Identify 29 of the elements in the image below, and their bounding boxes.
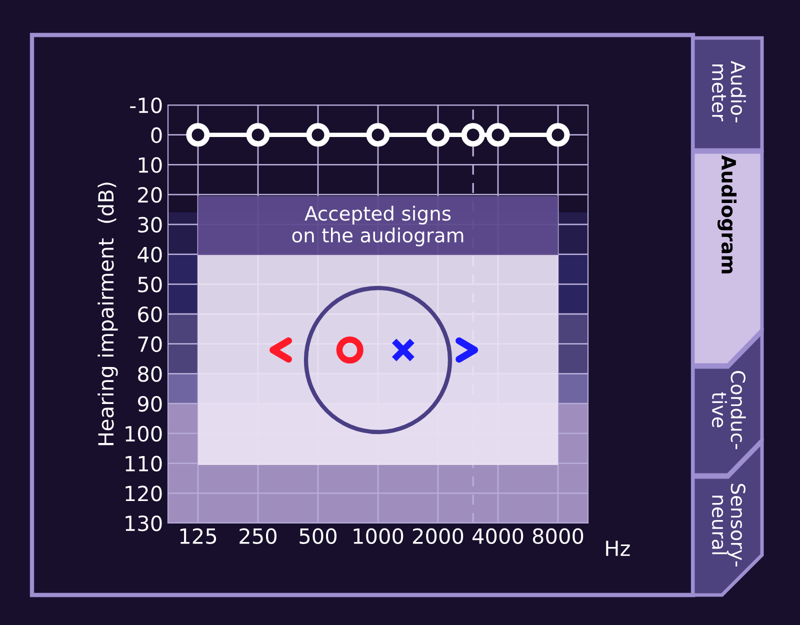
y-tick-label: 80 <box>138 366 162 382</box>
y-tick-label: 0 <box>151 127 162 144</box>
x-tick-label: 1000 <box>354 528 404 544</box>
y-tick-label: 130 <box>126 515 162 532</box>
y-tick-label: 50 <box>138 276 162 292</box>
y-tick-label: 70 <box>138 336 162 352</box>
y-tick-label: 110 <box>126 456 162 472</box>
x-tick-label: 2000 <box>413 528 464 544</box>
y-tick-label: 90 <box>138 396 162 412</box>
y-tick-label: 100 <box>126 426 162 442</box>
y-tick-label: 10 <box>138 157 162 173</box>
text: Sensory- neural <box>712 484 746 566</box>
x-axis-title: Hz <box>606 540 630 556</box>
y-tick-label: -10 <box>130 97 162 114</box>
annotation: Accepted signs on the audiogram <box>292 206 464 246</box>
y-tick-label: 120 <box>126 486 162 502</box>
y-tick-label: 60 <box>138 306 162 322</box>
y-axis-title: Hearing impairment (dB) <box>98 182 118 446</box>
y-tick-label: 40 <box>138 246 162 262</box>
x-tick-label: 4000 <box>472 528 524 544</box>
text: Conduc- tive <box>712 371 746 450</box>
text: Audio- meter <box>712 60 746 122</box>
y-tick-label: 20 <box>138 187 162 203</box>
x-tick-label: 8000 <box>532 528 584 544</box>
x-tick-label: 250 <box>240 528 276 544</box>
y-tick-label: 30 <box>138 216 162 233</box>
x-tick-label: 500 <box>300 528 336 544</box>
x-tick-label: 125 <box>180 528 216 544</box>
text: Audiogram <box>718 155 736 274</box>
